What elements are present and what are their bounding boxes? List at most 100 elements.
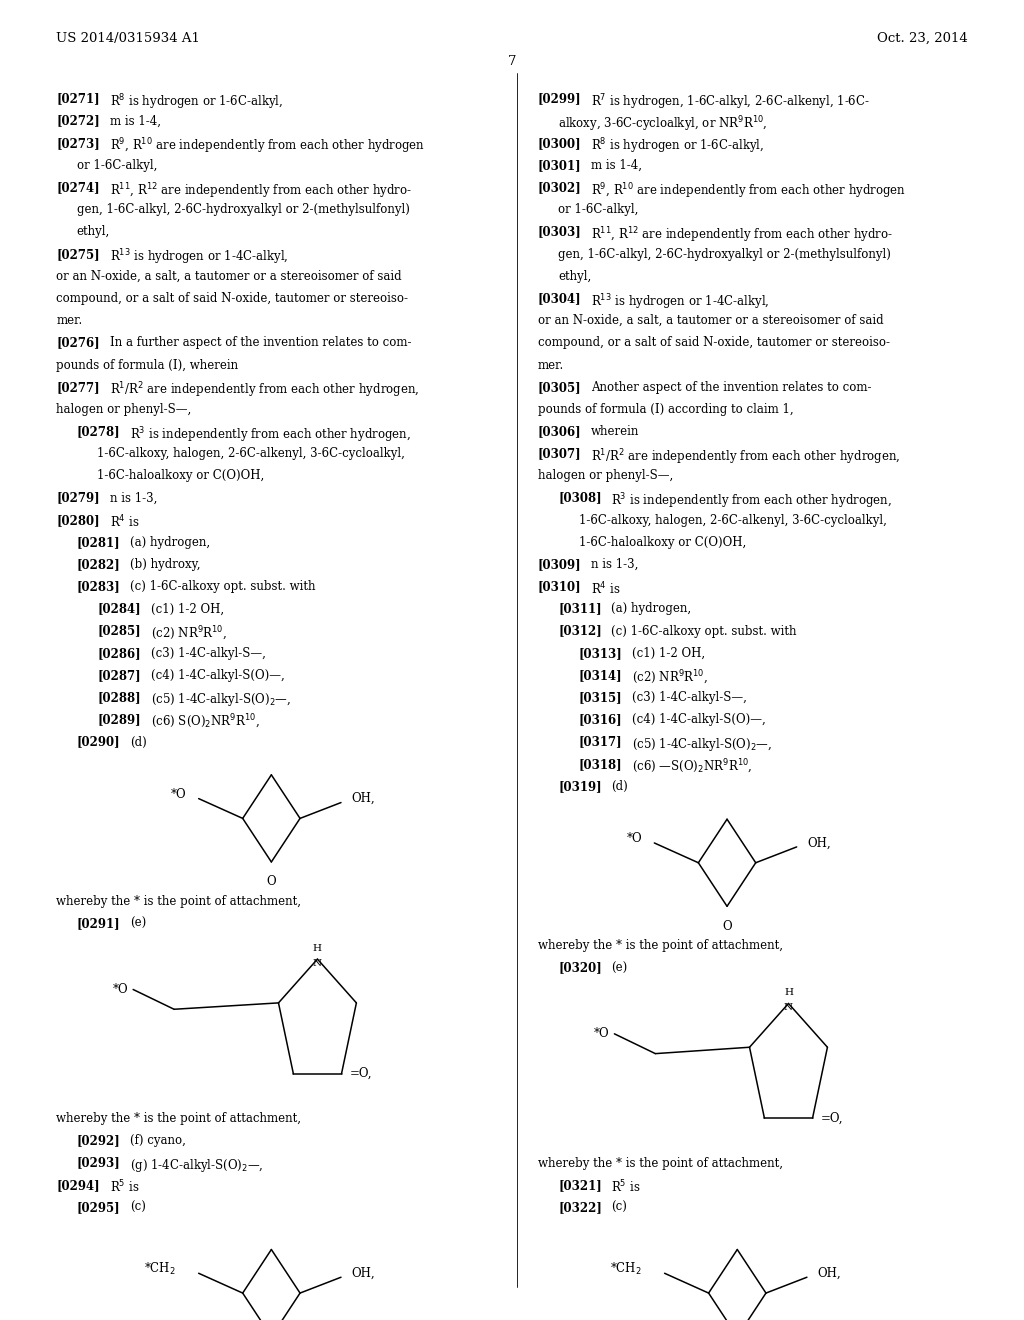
Text: wherein: wherein [591,425,639,438]
Text: mer.: mer. [56,314,83,327]
Text: whereby the * is the point of attachment,: whereby the * is the point of attachment… [56,895,301,908]
Text: R$^{3}$ is independently from each other hydrogen,: R$^{3}$ is independently from each other… [130,425,411,445]
Text: [0299]: [0299] [538,92,582,106]
Text: [0321]: [0321] [558,1179,602,1192]
Text: [0294]: [0294] [56,1179,100,1192]
Text: [0283]: [0283] [77,581,121,593]
Text: [0284]: [0284] [97,602,141,615]
Text: [0309]: [0309] [538,558,582,572]
Text: pounds of formula (I) according to claim 1,: pounds of formula (I) according to claim… [538,403,794,416]
Text: m is 1-4,: m is 1-4, [110,115,161,128]
Text: R$^{13}$ is hydrogen or 1-4C-alkyl,: R$^{13}$ is hydrogen or 1-4C-alkyl, [591,292,769,312]
Text: R$^{7}$ is hydrogen, 1-6C-alkyl, 2-6C-alkenyl, 1-6C-: R$^{7}$ is hydrogen, 1-6C-alkyl, 2-6C-al… [591,92,869,112]
Text: [0281]: [0281] [77,536,121,549]
Text: (c5) 1-4C-alkyl-S(O)$_{2}$—,: (c5) 1-4C-alkyl-S(O)$_{2}$—, [632,735,772,752]
Text: [0322]: [0322] [558,1201,602,1214]
Text: gen, 1-6C-alkyl, 2-6C-hydroxyalkyl or 2-(methylsulfonyl): gen, 1-6C-alkyl, 2-6C-hydroxyalkyl or 2-… [558,248,891,260]
Text: *O: *O [594,1027,609,1040]
Text: [0286]: [0286] [97,647,141,660]
Text: N: N [313,960,322,968]
Text: [0314]: [0314] [579,669,623,682]
Text: (c4) 1-4C-alkyl-S(O)—,: (c4) 1-4C-alkyl-S(O)—, [151,669,285,682]
Text: *CH$_{2}$: *CH$_{2}$ [610,1262,642,1278]
Text: n is 1-3,: n is 1-3, [591,558,638,572]
Text: pounds of formula (I), wherein: pounds of formula (I), wherein [56,359,239,371]
Text: R$^{1}$/R$^{2}$ are independently from each other hydrogen,: R$^{1}$/R$^{2}$ are independently from e… [591,447,900,467]
Text: [0303]: [0303] [538,226,582,239]
Text: [0317]: [0317] [579,735,623,748]
Text: (c5) 1-4C-alkyl-S(O)$_{2}$—,: (c5) 1-4C-alkyl-S(O)$_{2}$—, [151,692,291,708]
Text: [0301]: [0301] [538,158,582,172]
Text: R$^{3}$ is independently from each other hydrogen,: R$^{3}$ is independently from each other… [611,491,892,511]
Text: OH,: OH, [807,837,830,850]
Text: [0290]: [0290] [77,735,121,748]
Text: whereby the * is the point of attachment,: whereby the * is the point of attachment… [56,1113,301,1125]
Text: [0293]: [0293] [77,1156,121,1170]
Text: [0280]: [0280] [56,513,100,527]
Text: (f) cyano,: (f) cyano, [130,1134,186,1147]
Text: (c6) —S(O)$_{2}$NR$^{9}$R$^{10}$,: (c6) —S(O)$_{2}$NR$^{9}$R$^{10}$, [632,758,753,776]
Text: (c) 1-6C-alkoxy opt. subst. with: (c) 1-6C-alkoxy opt. subst. with [611,624,797,638]
Text: (c) 1-6C-alkoxy opt. subst. with: (c) 1-6C-alkoxy opt. subst. with [130,581,315,593]
Text: *CH$_{2}$: *CH$_{2}$ [144,1262,176,1278]
Text: (c3) 1-4C-alkyl-S—,: (c3) 1-4C-alkyl-S—, [151,647,265,660]
Text: [0287]: [0287] [97,669,141,682]
Text: compound, or a salt of said N-oxide, tautomer or stereoiso-: compound, or a salt of said N-oxide, tau… [538,337,890,350]
Text: 1-6C-haloalkoxy or C(O)OH,: 1-6C-haloalkoxy or C(O)OH, [97,470,264,482]
Text: [0316]: [0316] [579,713,623,726]
Text: [0271]: [0271] [56,92,100,106]
Text: [0279]: [0279] [56,491,100,504]
Text: [0278]: [0278] [77,425,121,438]
Text: 1-6C-haloalkoxy or C(O)OH,: 1-6C-haloalkoxy or C(O)OH, [579,536,745,549]
Text: (d): (d) [130,735,146,748]
Text: (c): (c) [130,1201,146,1214]
Text: alkoxy, 3-6C-cycloalkyl, or NR$^{9}$R$^{10}$,: alkoxy, 3-6C-cycloalkyl, or NR$^{9}$R$^{… [558,115,768,135]
Text: R$^{11}$, R$^{12}$ are independently from each other hydro-: R$^{11}$, R$^{12}$ are independently fro… [591,226,893,246]
Text: [0315]: [0315] [579,692,623,704]
Text: [0292]: [0292] [77,1134,121,1147]
Text: OH,: OH, [817,1267,841,1280]
Text: N: N [784,1003,793,1012]
Text: (c1) 1-2 OH,: (c1) 1-2 OH, [151,602,223,615]
Text: (b) hydroxy,: (b) hydroxy, [130,558,201,572]
Text: 1-6C-alkoxy, halogen, 2-6C-alkenyl, 3-6C-cycloalkyl,: 1-6C-alkoxy, halogen, 2-6C-alkenyl, 3-6C… [97,447,406,461]
Text: In a further aspect of the invention relates to com-: In a further aspect of the invention rel… [110,337,411,350]
Text: [0276]: [0276] [56,337,100,350]
Text: (a) hydrogen,: (a) hydrogen, [130,536,210,549]
Text: compound, or a salt of said N-oxide, tautomer or stereoiso-: compound, or a salt of said N-oxide, tau… [56,292,409,305]
Text: [0282]: [0282] [77,558,121,572]
Text: (a) hydrogen,: (a) hydrogen, [611,602,691,615]
Text: [0285]: [0285] [97,624,141,638]
Text: [0311]: [0311] [558,602,602,615]
Text: OH,: OH, [351,792,375,805]
Text: R$^{5}$ is: R$^{5}$ is [110,1179,139,1196]
Text: [0295]: [0295] [77,1201,121,1214]
Text: O: O [722,920,732,932]
Text: US 2014/0315934 A1: US 2014/0315934 A1 [56,32,201,45]
Text: m is 1-4,: m is 1-4, [591,158,642,172]
Text: R$^{8}$ is hydrogen or 1-6C-alkyl,: R$^{8}$ is hydrogen or 1-6C-alkyl, [591,137,764,156]
Text: (e): (e) [611,961,628,974]
Text: (g) 1-4C-alkyl-S(O)$_{2}$—,: (g) 1-4C-alkyl-S(O)$_{2}$—, [130,1156,263,1173]
Text: [0274]: [0274] [56,181,100,194]
Text: R$^{1}$/R$^{2}$ are independently from each other hydrogen,: R$^{1}$/R$^{2}$ are independently from e… [110,380,419,400]
Text: [0273]: [0273] [56,137,100,149]
Text: H: H [313,944,322,953]
Text: O: O [266,875,276,888]
Text: R$^{11}$, R$^{12}$ are independently from each other hydro-: R$^{11}$, R$^{12}$ are independently fro… [110,181,412,201]
Text: [0312]: [0312] [558,624,602,638]
Text: R$^{4}$ is: R$^{4}$ is [110,513,139,531]
Text: R$^{5}$ is: R$^{5}$ is [611,1179,641,1196]
Text: 7: 7 [508,55,516,69]
Text: n is 1-3,: n is 1-3, [110,491,157,504]
Text: (e): (e) [130,917,146,931]
Text: (c): (c) [611,1201,628,1214]
Text: R$^{4}$ is: R$^{4}$ is [591,581,621,597]
Text: [0304]: [0304] [538,292,582,305]
Text: or 1-6C-alkyl,: or 1-6C-alkyl, [77,158,157,172]
Text: [0275]: [0275] [56,248,100,260]
Text: Another aspect of the invention relates to com-: Another aspect of the invention relates … [591,380,871,393]
Text: [0319]: [0319] [558,780,602,793]
Text: [0288]: [0288] [97,692,141,704]
Text: [0310]: [0310] [538,581,582,593]
